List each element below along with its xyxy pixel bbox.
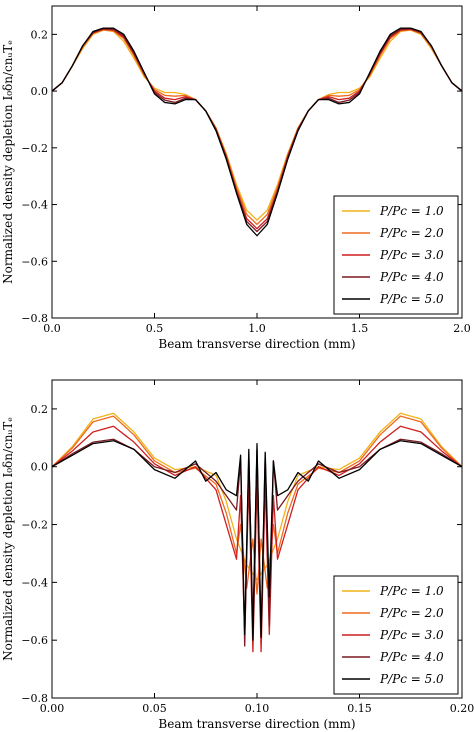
legend-label: P/Pc = 4.0	[379, 270, 444, 284]
legend-label: P/Pc = 1.0	[379, 204, 444, 218]
legend-label: P/Pc = 2.0	[379, 226, 444, 240]
x-tick-label: 2.0	[453, 322, 471, 335]
y-tick-label: −0.2	[21, 519, 48, 532]
legend: P/Pc = 1.0 P/Pc = 2.0 P/Pc = 3.0 P/Pc = 4.0…	[333, 195, 459, 315]
y-tick-label: −0.4	[21, 199, 48, 212]
x-axis-label: Beam transverse direction (mm)	[158, 717, 355, 731]
x-tick-label: 0.10	[245, 702, 270, 715]
x-tick-label: 0.15	[347, 702, 372, 715]
legend-label: P/Pc = 3.0	[379, 628, 444, 642]
y-tick-label: −0.4	[21, 576, 48, 589]
series-line-1	[52, 412, 462, 581]
series-line-3	[52, 425, 462, 653]
y-tick-label: 0.0	[31, 461, 49, 474]
y-tick-label: 0.2	[31, 28, 49, 41]
legend: P/Pc = 1.0 P/Pc = 2.0 P/Pc = 3.0 P/Pc = 4.0…	[333, 575, 459, 695]
series-line-4	[52, 28, 462, 233]
x-tick-label: 1.0	[248, 322, 266, 335]
x-tick-label: 0.5	[146, 322, 164, 335]
x-tick-label: 0.20	[450, 702, 474, 715]
y-tick-label: −0.2	[21, 142, 48, 155]
legend-label: P/Pc = 3.0	[379, 248, 444, 262]
legend-label: P/Pc = 2.0	[379, 606, 444, 620]
x-tick-label: 0.00	[40, 702, 65, 715]
y-tick-label: −0.6	[21, 255, 48, 268]
y-tick-label: 0.0	[31, 85, 49, 98]
y-axis-label: Normalized density depletion I₀δn/cnᵤTₑ	[1, 40, 15, 284]
series-line-5	[52, 27, 462, 237]
series-lines	[52, 27, 462, 237]
series-line-3	[52, 28, 462, 230]
y-tick-label: 0.2	[31, 403, 49, 416]
x-tick-label: 1.5	[351, 322, 369, 335]
series-line-1	[52, 29, 462, 221]
legend-label: P/Pc = 4.0	[379, 650, 444, 664]
y-tick-label: −0.6	[21, 634, 48, 647]
bottom-plot: 0.00 0.05 0.10 0.15 0.20 0.2 0.0 −0.2 −0.4 −0.6 −0…	[1, 379, 474, 731]
series-lines	[52, 412, 462, 653]
y-tick-label: −0.8	[21, 692, 48, 705]
top-plot: 0.0 0.5 1.0 1.5 2.0 0.2 0.0 −0.2 −0.4 −0.6 −0.8 Bea…	[1, 5, 471, 351]
legend-label: P/Pc = 5.0	[379, 292, 444, 306]
y-axis-label: Normalized density depletion I₀δn/cnᵤTₑ	[1, 417, 15, 661]
series-line-2	[52, 29, 462, 226]
x-axis-label: Beam transverse direction (mm)	[158, 337, 355, 351]
legend-label: P/Pc = 1.0	[379, 584, 444, 598]
x-tick-label: 0.0	[43, 322, 61, 335]
series-line-5	[52, 440, 462, 641]
legend-label: P/Pc = 5.0	[379, 672, 444, 686]
series-line-2	[52, 415, 462, 595]
y-tick-label: −0.8	[21, 312, 48, 325]
x-tick-label: 0.05	[142, 702, 167, 715]
